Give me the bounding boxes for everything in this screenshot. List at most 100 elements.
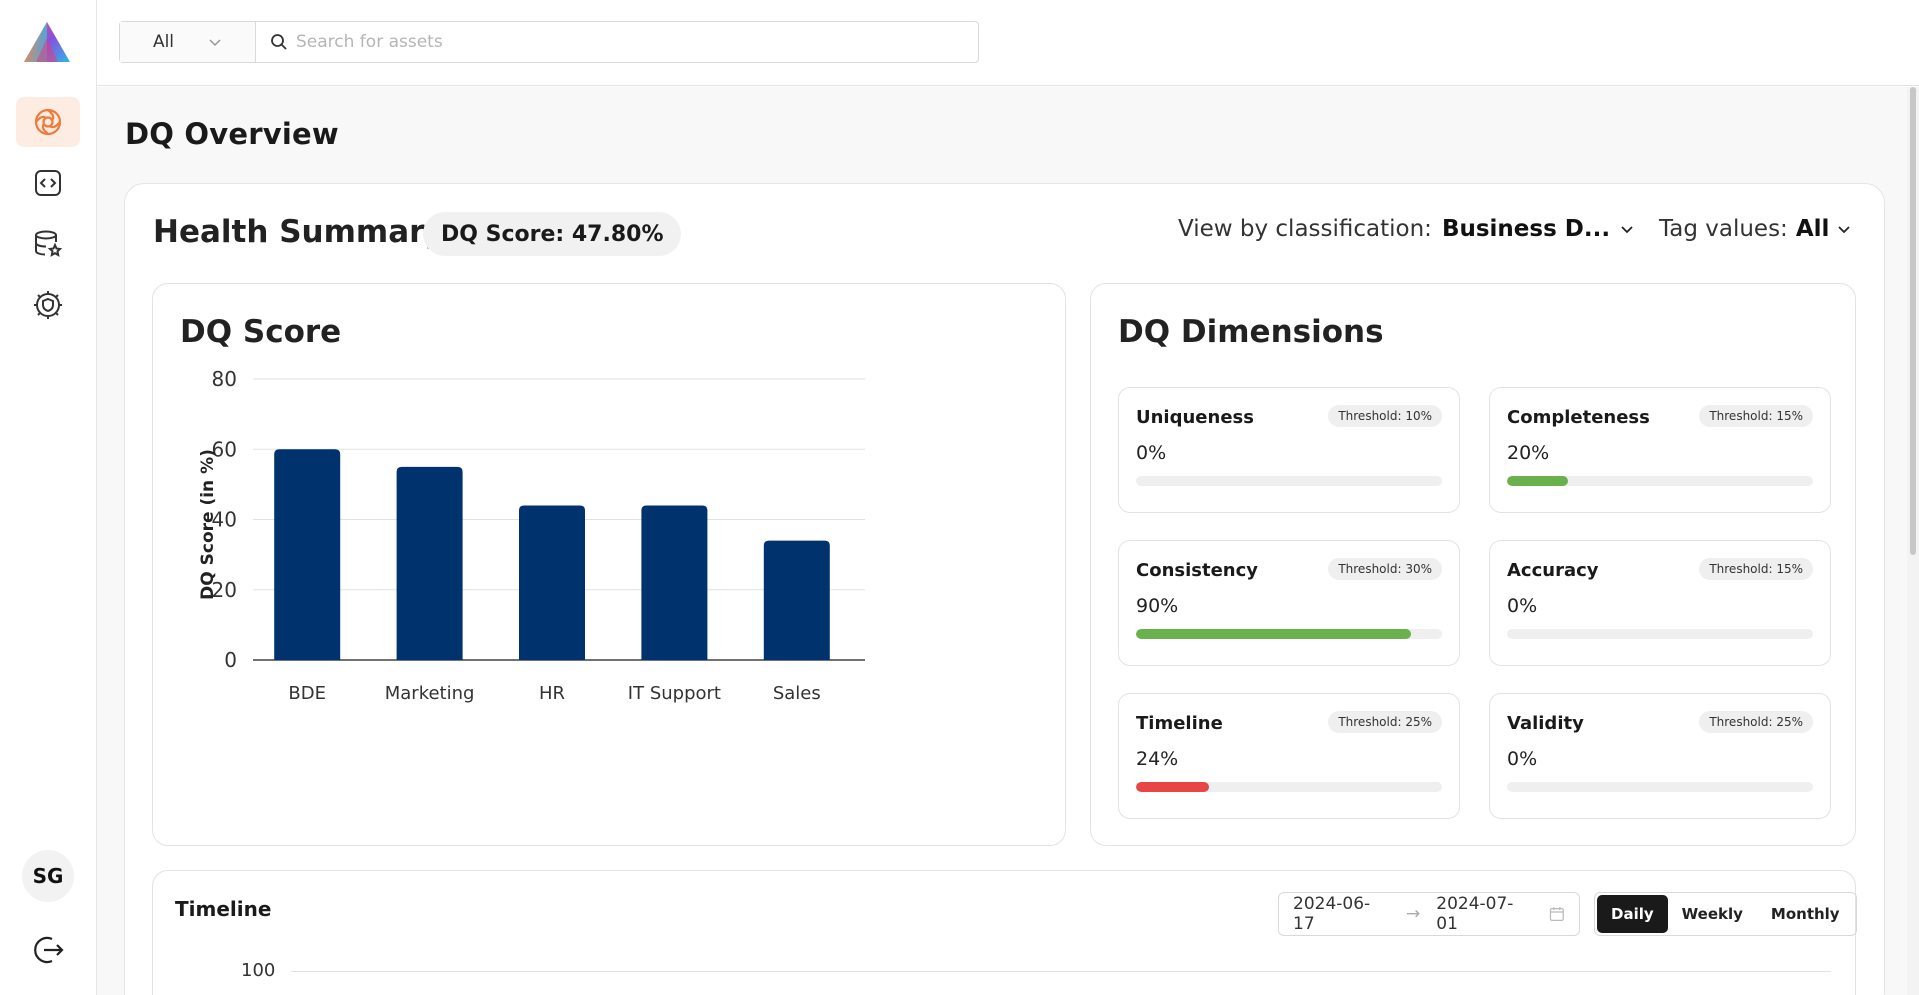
threshold-badge: Threshold: 30% — [1328, 558, 1442, 580]
bar-it-support — [641, 505, 708, 660]
x-tick-label: HR — [539, 683, 565, 704]
x-tick-label: BDE — [288, 683, 326, 704]
y-tick-label: 0 — [224, 648, 237, 672]
dimension-progress-track — [1136, 476, 1442, 486]
logout-icon[interactable] — [32, 933, 66, 967]
dq-score-badge-text: DQ Score: 47.80% — [441, 221, 664, 247]
topbar: All — [97, 0, 1919, 86]
nav-dq-overview[interactable] — [16, 97, 80, 147]
dimension-progress-fill — [1136, 782, 1210, 792]
dq-dimensions-panel: DQ Dimensions Uniqueness Threshold: 10% 0%… — [1090, 283, 1856, 846]
dimension-card-completeness[interactable]: Completeness Threshold: 15% 20% — [1489, 387, 1831, 513]
avatar-initials: SG — [32, 864, 64, 888]
threshold-badge: Threshold: 25% — [1699, 711, 1813, 733]
period-monthly-button[interactable]: Monthly — [1770, 905, 1840, 923]
dimension-progress-track — [1507, 629, 1813, 639]
dimension-card-timeline[interactable]: Timeline Threshold: 25% 24% — [1118, 693, 1460, 819]
dq-score-chart: 0 20 40 60 80 DQ Score (in %) BDE Marketing HR IT… — [198, 367, 865, 704]
nav-data-catalog[interactable] — [16, 219, 80, 269]
period-weekly-button[interactable]: Weekly — [1681, 905, 1743, 923]
analytics-icon — [34, 108, 62, 136]
dimension-card-uniqueness[interactable]: Uniqueness Threshold: 10% 0% — [1118, 387, 1460, 513]
dimension-name: Validity — [1507, 713, 1584, 734]
dimension-name: Uniqueness — [1136, 407, 1254, 428]
bar-bde — [274, 449, 341, 660]
dimension-name: Timeline — [1136, 713, 1223, 734]
page-title: DQ Overview — [125, 117, 339, 151]
dimension-value: 0% — [1507, 748, 1538, 770]
tag-values-value: All — [1795, 216, 1830, 242]
classification-label: View by classification: — [1178, 216, 1432, 242]
scope-select[interactable]: All — [120, 22, 256, 62]
scope-select-value: All — [152, 32, 175, 52]
tag-values-dropdown[interactable]: Tag values: All — [1659, 216, 1851, 242]
period-toggle: Daily Weekly Monthly — [1594, 892, 1857, 936]
chevron-down-icon — [209, 39, 221, 47]
health-summary-card: Health Summary DQ Score: 47.80% View by … — [124, 183, 1885, 995]
dimension-value: 24% — [1136, 748, 1179, 770]
date-range-picker[interactable]: 2024-06-17 → 2024-07-01 — [1278, 892, 1580, 936]
app-logo-icon[interactable] — [22, 20, 72, 64]
x-tick-label: Marketing — [385, 683, 475, 704]
database-star-icon — [35, 230, 63, 257]
bar-sales — [763, 540, 830, 660]
dq-score-panel: DQ Score 0 20 40 60 80 DQ Score (in %) BDE Mark… — [152, 283, 1066, 846]
dimension-progress-fill — [1507, 476, 1569, 486]
dimension-progress-track — [1507, 476, 1813, 486]
dimension-progress-track — [1507, 782, 1813, 792]
shield-gear-icon — [34, 291, 62, 319]
search-input[interactable] — [296, 32, 896, 52]
dimension-value: 90% — [1136, 595, 1179, 617]
dimension-value: 0% — [1507, 595, 1538, 617]
threshold-badge: Threshold: 25% — [1328, 711, 1442, 733]
user-avatar[interactable]: SG — [22, 850, 74, 902]
code-icon — [35, 170, 61, 196]
dimension-progress-track — [1136, 782, 1442, 792]
page-scrollbar[interactable] — [1907, 87, 1919, 995]
scrollbar-thumb[interactable] — [1910, 87, 1916, 555]
timeline-title: Timeline — [175, 897, 272, 921]
dq-score-panel-title: DQ Score — [180, 314, 342, 350]
dimension-card-validity[interactable]: Validity Threshold: 25% 0% — [1489, 693, 1831, 819]
chevron-down-icon — [1621, 226, 1633, 234]
threshold-badge: Threshold: 15% — [1699, 405, 1813, 427]
dimension-name: Completeness — [1507, 407, 1650, 428]
dq-score-badge: DQ Score: 47.80% — [423, 212, 682, 256]
dimension-card-consistency[interactable]: Consistency Threshold: 30% 90% — [1118, 540, 1460, 666]
y-axis-label: DQ Score (in %) — [198, 449, 218, 600]
dq-dimensions-title: DQ Dimensions — [1118, 314, 1384, 350]
search-icon — [271, 34, 287, 50]
chevron-down-icon — [1838, 226, 1851, 234]
search-bar: All — [119, 21, 979, 63]
classification-dropdown[interactable]: View by classification: Business D... — [1178, 216, 1634, 242]
dimension-card-accuracy[interactable]: Accuracy Threshold: 15% 0% — [1489, 540, 1831, 666]
nav-code[interactable] — [16, 158, 80, 208]
threshold-badge: Threshold: 10% — [1328, 405, 1442, 427]
y-tick-label: 60 — [212, 437, 237, 461]
x-tick-label: Sales — [773, 683, 821, 704]
dimension-progress-track — [1136, 629, 1442, 639]
dimension-progress-fill — [1136, 629, 1412, 639]
start-date[interactable]: 2024-06-17 — [1293, 894, 1371, 934]
bar-hr — [519, 505, 585, 660]
y-tick-label: 40 — [212, 508, 237, 532]
main-content: DQ Overview Health Summary DQ Score: 47.… — [97, 87, 1919, 995]
dimension-name: Consistency — [1136, 560, 1259, 581]
tag-values-label: Tag values: — [1659, 216, 1788, 242]
nav-governance[interactable] — [16, 280, 80, 330]
y-tick-label: 20 — [212, 578, 237, 602]
health-summary-title: Health Summary — [153, 214, 445, 250]
dimension-name: Accuracy — [1507, 560, 1599, 581]
bar-marketing — [396, 466, 463, 660]
timeline-gridline — [291, 971, 1831, 972]
period-daily-button[interactable]: Daily — [1597, 895, 1668, 933]
end-date[interactable]: 2024-07-01 — [1436, 894, 1514, 934]
date-range-arrow: → — [1406, 904, 1421, 924]
x-tick-label: IT Support — [628, 683, 721, 704]
threshold-badge: Threshold: 15% — [1699, 558, 1813, 580]
search-field — [256, 22, 978, 62]
timeline-y-tick: 100 — [241, 960, 276, 981]
calendar-icon — [1550, 907, 1565, 922]
timeline-panel: Timeline 2024-06-17 → 2024-07-01 Daily We… — [152, 870, 1857, 995]
